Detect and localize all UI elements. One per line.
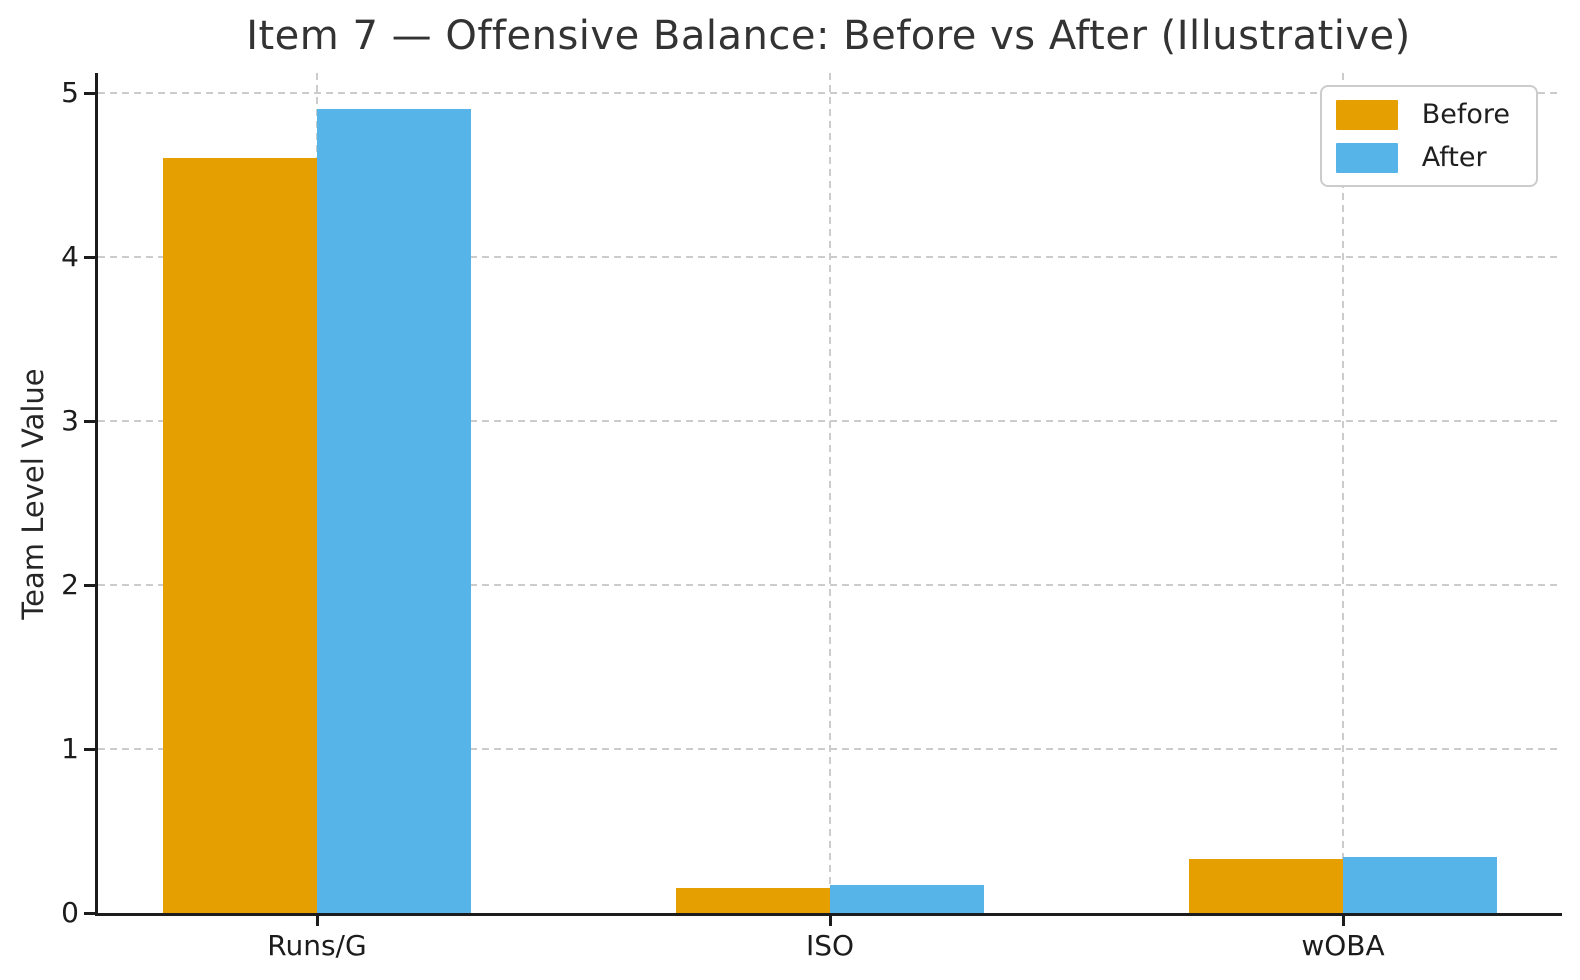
x-tick-label-0: Runs/G xyxy=(267,929,367,962)
legend-label-after: After xyxy=(1421,142,1487,173)
y-tick-2 xyxy=(84,583,96,587)
legend: Before After xyxy=(1319,85,1538,187)
gridline-x-2 xyxy=(1342,73,1344,913)
x-tick-0 xyxy=(316,916,319,926)
legend-item-after: After xyxy=(1335,142,1518,173)
y-tick-3 xyxy=(84,419,96,423)
bar-before-0 xyxy=(163,158,317,913)
y-tick-label-2: 2 xyxy=(61,567,79,601)
y-tick-5 xyxy=(84,91,96,95)
bar-after-0 xyxy=(317,109,471,913)
bar-after-2 xyxy=(1343,857,1497,913)
legend-item-before: Before xyxy=(1335,99,1518,130)
gridline-x-1 xyxy=(829,73,831,913)
legend-swatch-before xyxy=(1335,99,1398,130)
x-tick-label-2: wOBA xyxy=(1301,929,1385,962)
x-tick-label-1: ISO xyxy=(805,929,855,962)
legend-label-before: Before xyxy=(1421,99,1510,130)
y-tick-0 xyxy=(84,912,96,915)
y-tick-label-0: 0 xyxy=(61,896,79,929)
y-tick-label-1: 1 xyxy=(61,731,79,765)
y-tick-label-3: 3 xyxy=(61,403,79,437)
x-tick-2 xyxy=(1342,916,1345,926)
legend-swatch-after xyxy=(1335,142,1398,173)
y-tick-1 xyxy=(84,747,96,751)
y-tick-4 xyxy=(84,255,96,259)
bar-before-2 xyxy=(1189,859,1343,913)
y-tick-label-5: 5 xyxy=(61,75,79,109)
plot-area: 0 1 2 3 4 5 Runs/G ISO wOBA Before After xyxy=(61,73,1562,962)
y-tick-label-4: 4 xyxy=(61,239,79,273)
bar-after-1 xyxy=(830,885,984,913)
x-tick-1 xyxy=(829,916,832,926)
chart-title: Item 7 — Offensive Balance: Before vs Af… xyxy=(246,13,1411,59)
bar-before-1 xyxy=(676,888,830,913)
